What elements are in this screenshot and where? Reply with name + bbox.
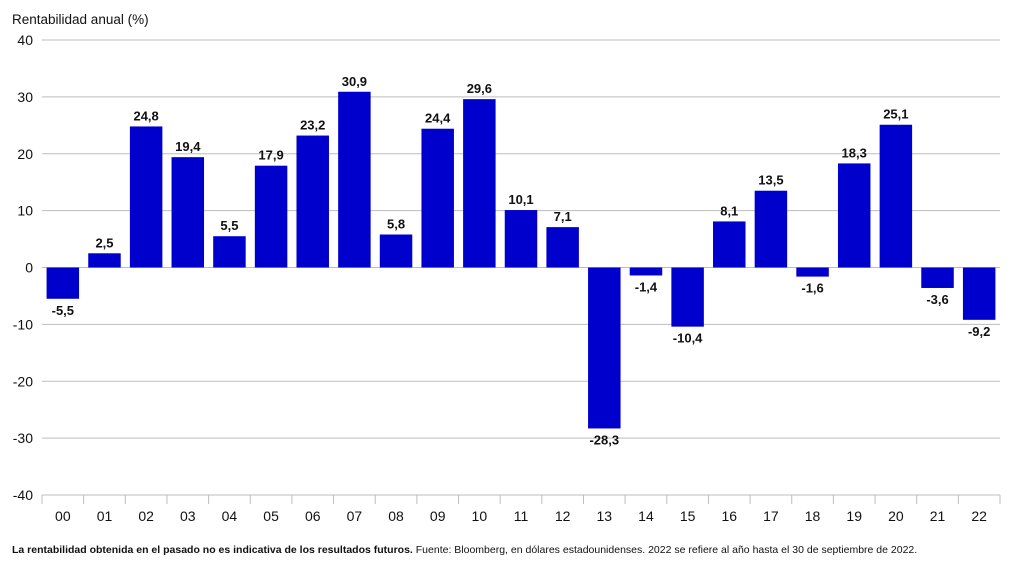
data-label: 17,9 (258, 148, 283, 163)
data-label: 10,1 (508, 192, 533, 207)
x-tick-label: 03 (180, 508, 196, 524)
bar (671, 267, 704, 327)
bar (837, 163, 871, 268)
data-label: 8,1 (720, 203, 738, 218)
x-tick-label: 10 (472, 508, 488, 524)
y-tick-label: 0 (25, 260, 33, 276)
x-tick-label: 08 (388, 508, 404, 524)
y-tick-label: -40 (13, 487, 33, 503)
data-label: 5,8 (387, 217, 405, 232)
data-label: -3,6 (926, 292, 948, 307)
data-label: 18,3 (842, 145, 867, 160)
data-label: -1,4 (635, 279, 658, 294)
y-tick-label: -10 (13, 316, 33, 332)
bar (296, 135, 329, 268)
bar (46, 267, 80, 299)
x-tick-label: 12 (555, 508, 571, 524)
x-tick-label: 13 (597, 508, 613, 524)
x-tick-label: 01 (97, 508, 113, 524)
x-tick-label: 00 (55, 508, 71, 524)
bar (546, 227, 579, 268)
x-tick-label: 05 (263, 508, 279, 524)
y-tick-label: -20 (13, 373, 33, 389)
data-label: 2,5 (95, 235, 113, 250)
data-label: 5,5 (220, 218, 238, 233)
bar (588, 267, 621, 429)
bar (796, 267, 829, 277)
x-tick-label: 15 (680, 508, 696, 524)
y-tick-label: 30 (17, 89, 33, 105)
x-tick-label: 06 (305, 508, 321, 524)
bar (504, 210, 538, 268)
x-tick-label: 04 (222, 508, 238, 524)
bar (629, 267, 663, 276)
bars (46, 91, 996, 429)
bar (379, 234, 413, 268)
x-tick-label: 22 (971, 508, 987, 524)
data-label: 19,4 (175, 139, 201, 154)
footnote-disclaimer: La rentabilidad obtenida en el pasado no… (12, 544, 413, 556)
data-label: -10,4 (673, 331, 703, 346)
x-tick-label: 09 (430, 508, 446, 524)
bar (171, 157, 205, 268)
y-axis-title: Rentabilidad anual (%) (12, 12, 149, 27)
bar (754, 190, 788, 268)
x-tick-label: 16 (721, 508, 737, 524)
x-axis-ticks: 00 01 02 03 04 05 06 07 08 09 10 11 12 13 14 15 16 17 18 19… (55, 508, 987, 524)
x-tick-label: 20 (888, 508, 904, 524)
bar (713, 221, 746, 268)
gridlines (41, 39, 1001, 504)
footnote-source: Fuente: Bloomberg, en dólares estadounid… (412, 544, 918, 556)
data-label: 29,6 (467, 81, 492, 96)
y-tick-label: 10 (17, 203, 33, 219)
x-tick-label: 11 (514, 508, 529, 524)
data-label: -28,3 (589, 432, 619, 447)
data-label: 7,1 (554, 209, 572, 224)
data-labels: -5,5 2,5 24,8 19,4 5,5 17,9 23,2 30,9 5,8 24,4 29,… (52, 74, 991, 448)
x-tick-label: 21 (930, 508, 946, 524)
x-tick-label: 17 (763, 508, 779, 524)
bar (421, 128, 454, 268)
footnote: La rentabilidad obtenida en el pasado no… (12, 543, 1012, 557)
data-label: -1,6 (801, 281, 823, 296)
x-tick-label: 02 (138, 508, 154, 524)
bar (879, 124, 913, 268)
y-tick-label: 20 (17, 146, 33, 162)
y-tick-label: 40 (17, 32, 33, 48)
bar (213, 236, 246, 268)
y-tick-label: -30 (13, 430, 33, 446)
x-tick-label: 19 (846, 508, 862, 524)
data-label: -9,2 (968, 324, 990, 339)
bar (129, 126, 163, 268)
bar (962, 267, 996, 320)
bar (88, 253, 121, 268)
bar (921, 267, 954, 288)
data-label: 25,1 (883, 107, 908, 122)
data-label: 13,5 (758, 173, 783, 188)
x-tick-label: 18 (805, 508, 821, 524)
data-label: 24,4 (425, 111, 451, 126)
bar (463, 99, 496, 268)
data-label: 23,2 (300, 118, 325, 133)
y-axis-ticks: 40 30 20 10 0 -10 -20 -30 -40 (13, 32, 33, 503)
data-label: -5,5 (52, 303, 74, 318)
data-label: 30,9 (342, 74, 367, 89)
data-label: 24,8 (133, 108, 158, 123)
bar (338, 91, 371, 268)
x-tick-label: 07 (347, 508, 363, 524)
x-tick-label: 14 (638, 508, 654, 524)
bar (254, 165, 288, 268)
